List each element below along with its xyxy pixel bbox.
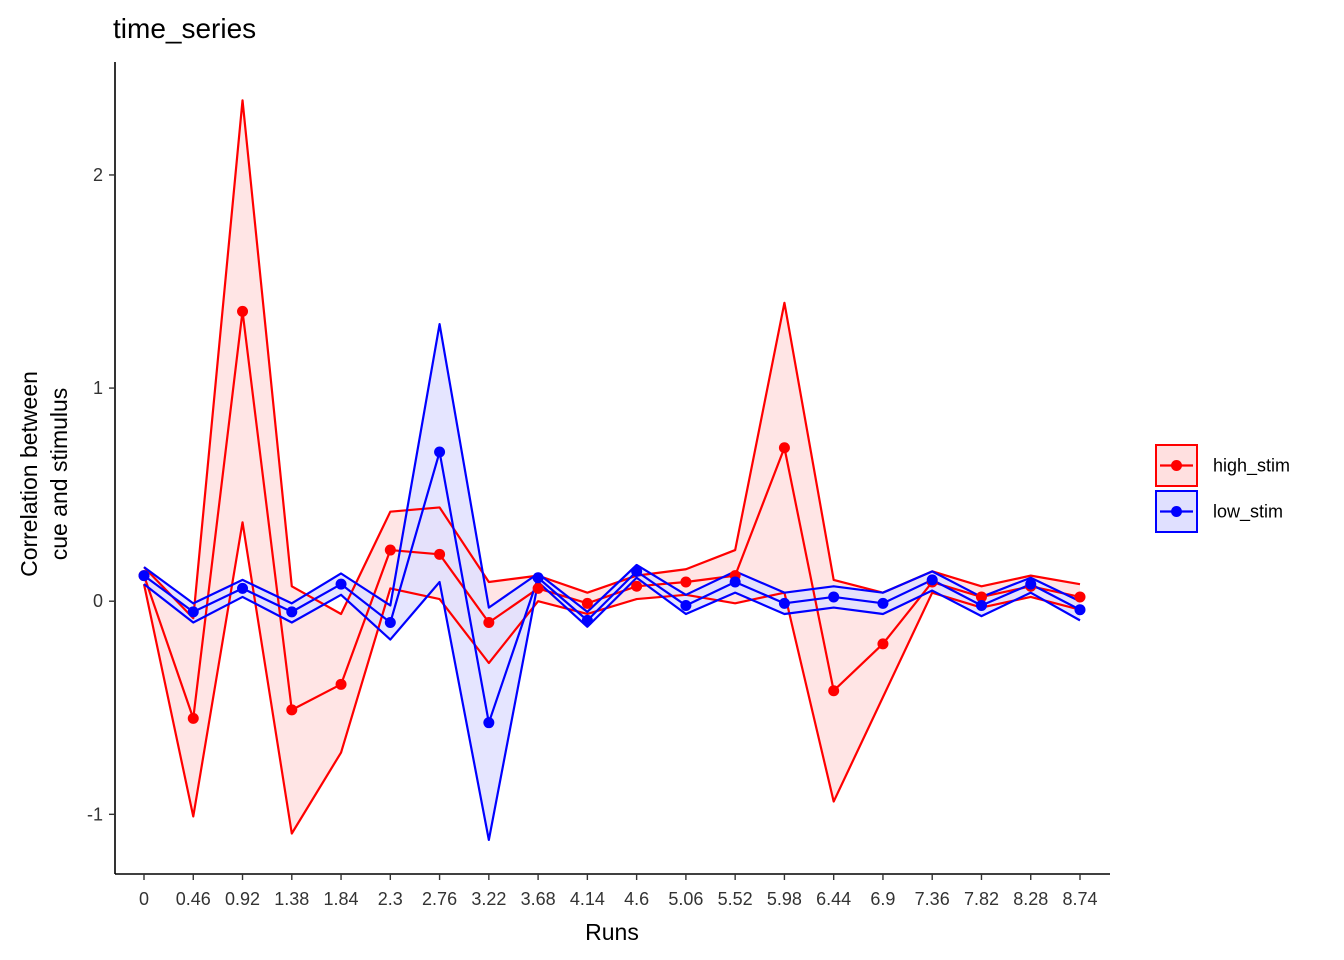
point-low_stim: [335, 578, 347, 590]
point-low_stim: [384, 617, 396, 629]
x-tick-label: 5.52: [718, 889, 753, 909]
y-axis-ticks: -1 0 1 2: [87, 165, 115, 824]
y-axis-title-line-2: cue and stimulus: [46, 388, 72, 561]
x-tick-label: 6.9: [870, 889, 895, 909]
y-tick-label: 2: [93, 165, 103, 185]
point-high_stim: [384, 544, 396, 556]
line-low_stim-upper: [143, 323, 1081, 613]
point-low_stim: [581, 614, 593, 626]
x-tick-label: 8.28: [1013, 889, 1048, 909]
legend-key-point-high_stim: [1171, 460, 1182, 471]
point-low_stim: [138, 570, 150, 582]
point-low_stim: [926, 574, 938, 586]
point-high_stim: [778, 442, 790, 454]
legend-label-high_stim: high_stim: [1213, 456, 1290, 477]
chart-title: time_series: [113, 13, 256, 44]
point-high_stim: [975, 591, 987, 603]
point-low_stim: [680, 599, 692, 611]
point-low_stim: [532, 572, 544, 584]
y-tick-label: 1: [93, 378, 103, 398]
x-tick-label: 1.84: [324, 889, 359, 909]
point-low_stim: [975, 599, 987, 611]
x-tick-label: 2.3: [378, 889, 403, 909]
point-low_stim: [286, 606, 298, 618]
x-tick-label: 1.38: [274, 889, 309, 909]
band-high_stim: [144, 100, 1080, 834]
point-high_stim: [483, 617, 495, 629]
point-low_stim: [434, 446, 446, 458]
y-axis-title-line-1: Correlation between: [16, 371, 42, 577]
point-low_stim: [1025, 578, 1037, 590]
x-tick-label: 4.14: [570, 889, 605, 909]
y-tick-label: 0: [93, 591, 103, 611]
point-high_stim: [631, 580, 643, 592]
line-low_stim-lower: [143, 576, 1081, 842]
point-low_stim: [877, 597, 889, 609]
band-low_stim: [144, 324, 1080, 840]
point-low_stim: [778, 597, 790, 609]
point-low_stim: [729, 576, 741, 588]
point-high_stim: [680, 576, 692, 588]
point-low_stim: [1074, 604, 1086, 616]
point-high_stim: [335, 678, 347, 690]
point-low_stim: [237, 582, 249, 594]
x-tick-label: 4.6: [624, 889, 649, 909]
point-high_stim: [237, 305, 249, 317]
plot-area: [138, 99, 1086, 842]
point-high_stim: [532, 582, 544, 594]
point-low_stim: [483, 717, 495, 729]
line-low_stim-mean: [143, 450, 1081, 724]
series-points: [138, 305, 1086, 729]
x-axis-ticks: 0 0.46 0.92 1.38 1.84 2.3 2.76 3.22 3.68 4.14 4.6 5…: [139, 874, 1098, 909]
x-tick-label: 7.36: [915, 889, 950, 909]
point-high_stim: [877, 638, 889, 650]
y-axis-title: Correlation between cue and stimulus: [16, 371, 72, 577]
y-tick-label: -1: [87, 804, 103, 824]
point-high_stim: [187, 712, 199, 724]
legend: high_stim low_stim: [1155, 444, 1290, 533]
x-tick-label: 3.68: [521, 889, 556, 909]
x-tick-label: 5.06: [668, 889, 703, 909]
series-lines: [142, 99, 1081, 842]
point-high_stim: [1074, 591, 1086, 603]
confidence-bands: [144, 100, 1080, 840]
legend-key-point-low_stim: [1171, 506, 1182, 517]
legend-label-low_stim: low_stim: [1213, 502, 1283, 523]
point-high_stim: [286, 704, 298, 716]
x-tick-label: 7.82: [964, 889, 999, 909]
x-axis-title: Runs: [585, 919, 639, 945]
x-tick-label: 5.98: [767, 889, 802, 909]
x-tick-label: 6.44: [816, 889, 851, 909]
x-tick-label: 8.74: [1062, 889, 1097, 909]
point-high_stim: [434, 548, 446, 560]
x-tick-label: 2.76: [422, 889, 457, 909]
line-high_stim-lower: [142, 521, 1081, 835]
point-high_stim: [828, 685, 840, 697]
x-tick-label: 0: [139, 889, 149, 909]
axes: -1 0 1 2 0 0.46 0.92 1.38 1.84 2.3 2.76 3.22 3.68 4.…: [87, 62, 1110, 909]
point-low_stim: [828, 591, 840, 603]
x-tick-label: 3.22: [471, 889, 506, 909]
point-low_stim: [187, 606, 199, 618]
x-tick-label: 0.46: [176, 889, 211, 909]
x-tick-label: 0.92: [225, 889, 260, 909]
point-low_stim: [631, 565, 643, 577]
point-high_stim: [581, 597, 593, 609]
